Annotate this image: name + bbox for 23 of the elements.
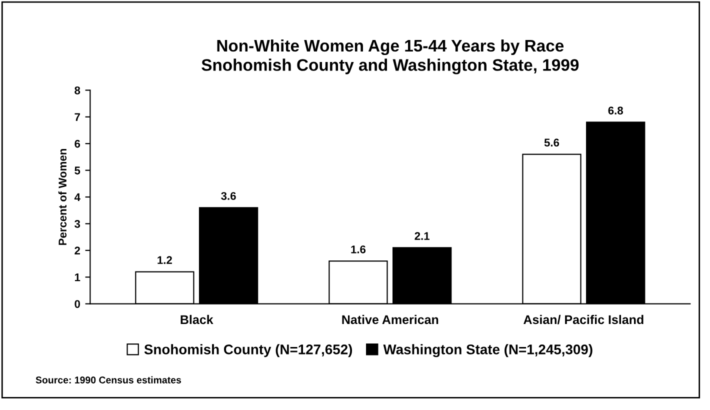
y-tick-label: 5 bbox=[74, 166, 80, 174]
legend-label: Snohomish County (N=127,652) bbox=[144, 344, 352, 358]
y-tick-label: 2 bbox=[74, 246, 80, 254]
y-axis-title: Percent of Women bbox=[58, 149, 67, 245]
y-tick-label: 3 bbox=[74, 220, 80, 228]
legend-label: Washington State (N=1,245,309) bbox=[383, 344, 592, 358]
data-label: 6.8 bbox=[608, 106, 623, 114]
x-tick-label: Native American bbox=[342, 314, 438, 324]
data-label: 1.6 bbox=[351, 245, 366, 254]
x-tick-label: Black bbox=[180, 314, 214, 324]
data-label: 5.6 bbox=[544, 138, 560, 147]
y-tick-label: 4 bbox=[74, 193, 80, 202]
data-label: 1.2 bbox=[158, 256, 172, 264]
y-tick-label: 8 bbox=[74, 86, 80, 94]
chart-title: Non-White Women Age 15-44 Years by Race Snohomish County and Washington State, 1999 bbox=[202, 39, 579, 74]
y-tick-label: 1 bbox=[74, 273, 80, 282]
x-tick-label: Asian/ Pacific Island bbox=[524, 314, 644, 324]
y-tick-label: 7 bbox=[74, 113, 80, 121]
data-label: 2.1 bbox=[414, 232, 430, 240]
y-tick-label: 0 bbox=[74, 300, 80, 308]
source-note: Source: 1990 Census estimates bbox=[36, 376, 182, 384]
y-tick-label: 6 bbox=[74, 140, 80, 148]
data-label: 3.6 bbox=[221, 192, 236, 200]
